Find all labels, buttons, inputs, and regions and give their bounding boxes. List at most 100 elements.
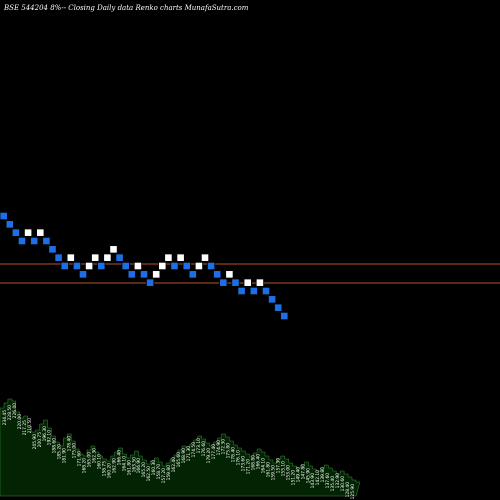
price-label: 139.80: [320, 467, 326, 483]
price-label: 161.80: [266, 462, 272, 478]
price-label: 181.90: [62, 448, 68, 464]
renko-up-brick: [176, 253, 185, 262]
price-label: 149.40: [295, 467, 301, 483]
renko-down-brick: [280, 311, 289, 321]
renko-up-brick: [109, 245, 118, 254]
price-label: 160.30: [151, 460, 157, 476]
price-label: 220.00: [17, 414, 23, 430]
renko-up-brick: [23, 228, 33, 237]
price-label: 157.20: [161, 468, 167, 484]
renko-down-brick: [231, 278, 240, 287]
renko-down-brick: [48, 245, 57, 254]
renko-down-brick: [115, 253, 124, 262]
price-label: 135.40: [330, 476, 336, 492]
price-label: 173.10: [196, 438, 202, 454]
price-label: 171.60: [77, 451, 83, 467]
price-label: 188.60: [52, 438, 58, 454]
renko-down-brick: [237, 286, 246, 296]
renko-down-brick: [30, 236, 39, 246]
renko-up-brick: [152, 270, 161, 279]
renko-down-brick: [11, 228, 20, 237]
volume-area-path: [0, 398, 361, 497]
price-label: 200.75: [37, 432, 43, 448]
renko-down-brick: [274, 303, 283, 312]
price-label: 160.20: [106, 463, 112, 479]
price-label: 163.50: [131, 457, 137, 473]
price-label: 165.20: [141, 462, 147, 478]
price-label: 179.20: [206, 448, 212, 464]
price-label: 178.40: [231, 447, 237, 463]
price-label: 171.20: [246, 459, 252, 475]
price-label: 164.10: [261, 458, 267, 474]
price-label: 143.90: [310, 473, 316, 489]
price-label: 132.90: [335, 473, 341, 489]
renko-down-brick: [213, 270, 222, 279]
renko-down-brick: [0, 211, 8, 221]
renko-up-brick: [243, 278, 252, 287]
renko-down-brick: [249, 286, 258, 296]
price-label: 162.40: [171, 457, 177, 473]
price-label: 178.40: [67, 436, 73, 452]
price-label: 217.25: [22, 420, 28, 436]
price-label: 128.40: [345, 482, 351, 498]
price-label: 177.40: [211, 444, 217, 460]
chart-title: BSE 544204 8%-- Closing Daily data Renko…: [3, 4, 249, 12]
price-label: 168.80: [251, 455, 257, 471]
price-label: 205.90: [32, 434, 38, 450]
price-label: 192.10: [47, 430, 53, 446]
price-label: 147.80: [300, 464, 306, 480]
price-label: 168.20: [82, 458, 88, 474]
price-label: 172.30: [221, 439, 227, 455]
renko-down-brick: [97, 261, 106, 271]
price-label: 174.50: [191, 442, 197, 458]
renko-down-brick: [267, 295, 277, 304]
price-label: 155.10: [280, 461, 286, 477]
volume-area: [0, 398, 361, 497]
renko-up-brick: [85, 261, 94, 271]
price-label: 173.60: [241, 456, 247, 472]
price-label: 234.45: [2, 410, 8, 426]
renko-up-brick: [158, 261, 167, 271]
price-label: 165.00: [87, 452, 93, 468]
price-label: 171.30: [186, 446, 192, 462]
price-label: 153.00: [285, 465, 291, 481]
price-label: 168.90: [181, 448, 187, 464]
price-label: 158.70: [156, 464, 162, 480]
renko-bricks: [0, 211, 289, 321]
price-label: 226.00: [12, 403, 18, 419]
renko-up-brick: [164, 253, 173, 262]
renko-up-brick: [225, 270, 234, 279]
renko-up-brick: [133, 261, 142, 271]
price-label: 166.90: [136, 458, 142, 474]
renko-down-brick: [78, 270, 88, 279]
renko-down-brick: [5, 220, 14, 229]
renko-up-brick: [103, 253, 112, 262]
renko-down-brick: [188, 270, 197, 279]
renko-up-brick: [91, 253, 100, 262]
price-label: 228.50: [7, 405, 13, 421]
price-label: 161.80: [126, 460, 132, 476]
price-label: 158.75: [101, 461, 107, 477]
renko-down-brick: [182, 261, 191, 271]
price-label: 185.20: [57, 444, 63, 460]
price-label: 162.50: [146, 466, 152, 482]
renko-down-brick: [139, 270, 149, 279]
price-label: 145.90: [305, 468, 311, 484]
price-label: 176.60: [201, 441, 207, 457]
price-label: 142.10: [315, 470, 321, 486]
price-label: 196.30: [42, 426, 48, 442]
price-label: 130.60: [340, 476, 346, 492]
renko-down-brick: [127, 270, 136, 279]
renko-down-brick: [219, 278, 228, 287]
renko-down-brick: [261, 286, 271, 296]
price-label: 160.10: [97, 454, 103, 470]
price-label: 137.60: [325, 473, 331, 489]
price-label: 157.30: [275, 458, 281, 474]
renko-down-brick: [121, 261, 130, 271]
price-label: 162.30: [92, 448, 98, 464]
renko-down-brick: [72, 261, 81, 271]
renko-up-brick: [200, 253, 210, 262]
renko-down-brick: [206, 261, 216, 271]
price-label: 159.50: [271, 465, 277, 481]
